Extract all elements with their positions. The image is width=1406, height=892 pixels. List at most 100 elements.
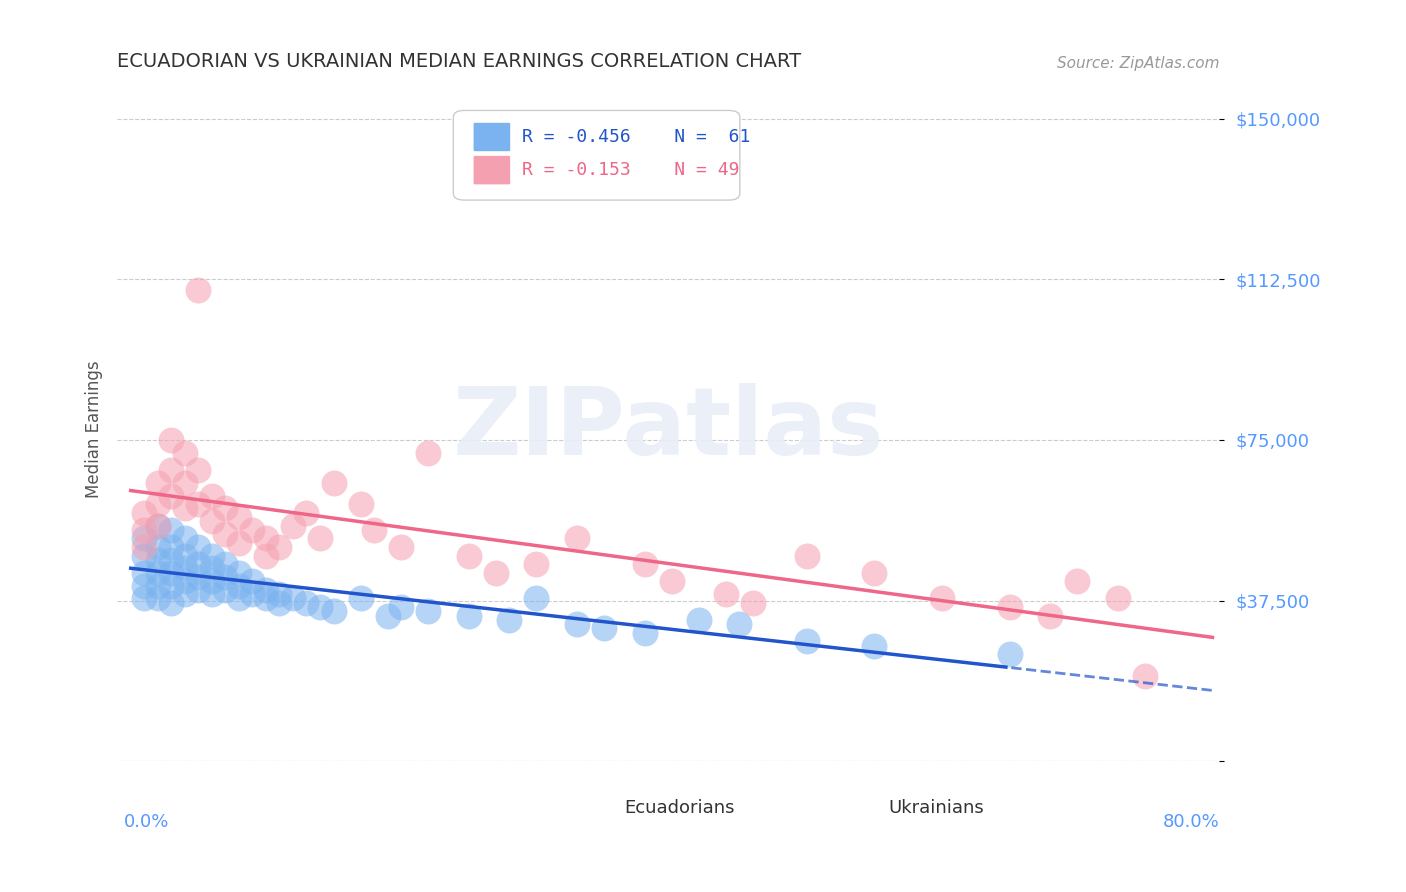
Point (134, 523, 156, 537)
Point (254, 549, 277, 563)
Point (214, 582, 236, 597)
Point (160, 540, 183, 554)
Point (714, 587, 737, 601)
Point (254, 582, 277, 597)
FancyBboxPatch shape (842, 789, 880, 826)
Point (242, 523, 264, 537)
Point (228, 535, 250, 549)
Point (173, 549, 195, 563)
Text: Ecuadorians: Ecuadorians (624, 798, 734, 817)
Point (269, 540, 291, 554)
Point (134, 532, 156, 546)
Point (1107, 591, 1129, 606)
Point (160, 523, 183, 537)
Point (295, 596, 318, 610)
Point (173, 446, 195, 460)
Point (187, 540, 209, 554)
Text: 80.0%: 80.0% (1163, 813, 1219, 830)
Point (160, 566, 183, 580)
Point (309, 599, 332, 614)
Point (201, 587, 224, 601)
Point (269, 587, 291, 601)
Point (187, 283, 209, 297)
Point (254, 532, 277, 546)
Point (242, 587, 264, 601)
Point (688, 613, 710, 627)
Point (214, 570, 236, 584)
Point (146, 540, 169, 554)
Text: R = -0.456    N =  61: R = -0.456 N = 61 (522, 128, 749, 146)
Point (160, 433, 183, 447)
FancyBboxPatch shape (474, 122, 510, 152)
Point (173, 587, 195, 601)
Text: Source: ZipAtlas.com: Source: ZipAtlas.com (1057, 55, 1219, 70)
Point (389, 599, 412, 614)
FancyBboxPatch shape (578, 789, 616, 826)
Point (309, 532, 332, 546)
Point (134, 591, 156, 606)
Point (201, 489, 224, 503)
Point (173, 561, 195, 575)
Point (214, 527, 236, 541)
Point (457, 608, 479, 623)
Point (160, 578, 183, 592)
Point (485, 566, 508, 580)
Point (295, 506, 318, 520)
Point (187, 582, 209, 597)
Point (146, 518, 169, 533)
Point (389, 540, 412, 554)
FancyBboxPatch shape (474, 155, 510, 185)
Point (377, 608, 399, 623)
Point (201, 561, 224, 575)
Point (565, 617, 588, 632)
Point (281, 591, 304, 606)
Point (741, 596, 763, 610)
Point (796, 634, 818, 648)
Point (201, 574, 224, 589)
Point (796, 549, 818, 563)
Point (134, 506, 156, 520)
Text: R = -0.153    N = 49: R = -0.153 N = 49 (522, 161, 740, 179)
Point (322, 475, 344, 490)
Point (134, 540, 156, 554)
Point (173, 475, 195, 490)
Point (134, 549, 156, 563)
Point (1133, 668, 1156, 682)
Point (160, 553, 183, 567)
Point (418, 446, 440, 460)
Point (863, 639, 886, 653)
Point (173, 532, 195, 546)
Point (214, 501, 236, 516)
Point (633, 557, 655, 571)
Point (498, 613, 520, 627)
Point (524, 557, 547, 571)
Point (134, 566, 156, 580)
Point (214, 557, 236, 571)
Text: Ukrainians: Ukrainians (889, 798, 984, 817)
Point (187, 557, 209, 571)
Point (160, 463, 183, 477)
Point (349, 591, 371, 606)
Point (633, 625, 655, 640)
Point (998, 647, 1021, 661)
Point (254, 591, 277, 606)
Point (228, 578, 250, 592)
Point (187, 463, 209, 477)
FancyBboxPatch shape (453, 111, 740, 200)
Point (269, 596, 291, 610)
Point (1039, 608, 1062, 623)
Point (565, 532, 588, 546)
Point (201, 514, 224, 528)
Point (457, 549, 479, 563)
Point (228, 510, 250, 524)
Text: 0.0%: 0.0% (124, 813, 169, 830)
Point (134, 578, 156, 592)
Point (146, 497, 169, 511)
Point (1066, 574, 1088, 589)
Point (863, 566, 886, 580)
Text: ZIPatlas: ZIPatlas (453, 384, 884, 475)
Text: ECUADORIAN VS UKRAINIAN MEDIAN EARNINGS CORRELATION CHART: ECUADORIAN VS UKRAINIAN MEDIAN EARNINGS … (117, 52, 801, 70)
Point (228, 591, 250, 606)
Point (931, 591, 953, 606)
Point (524, 591, 547, 606)
